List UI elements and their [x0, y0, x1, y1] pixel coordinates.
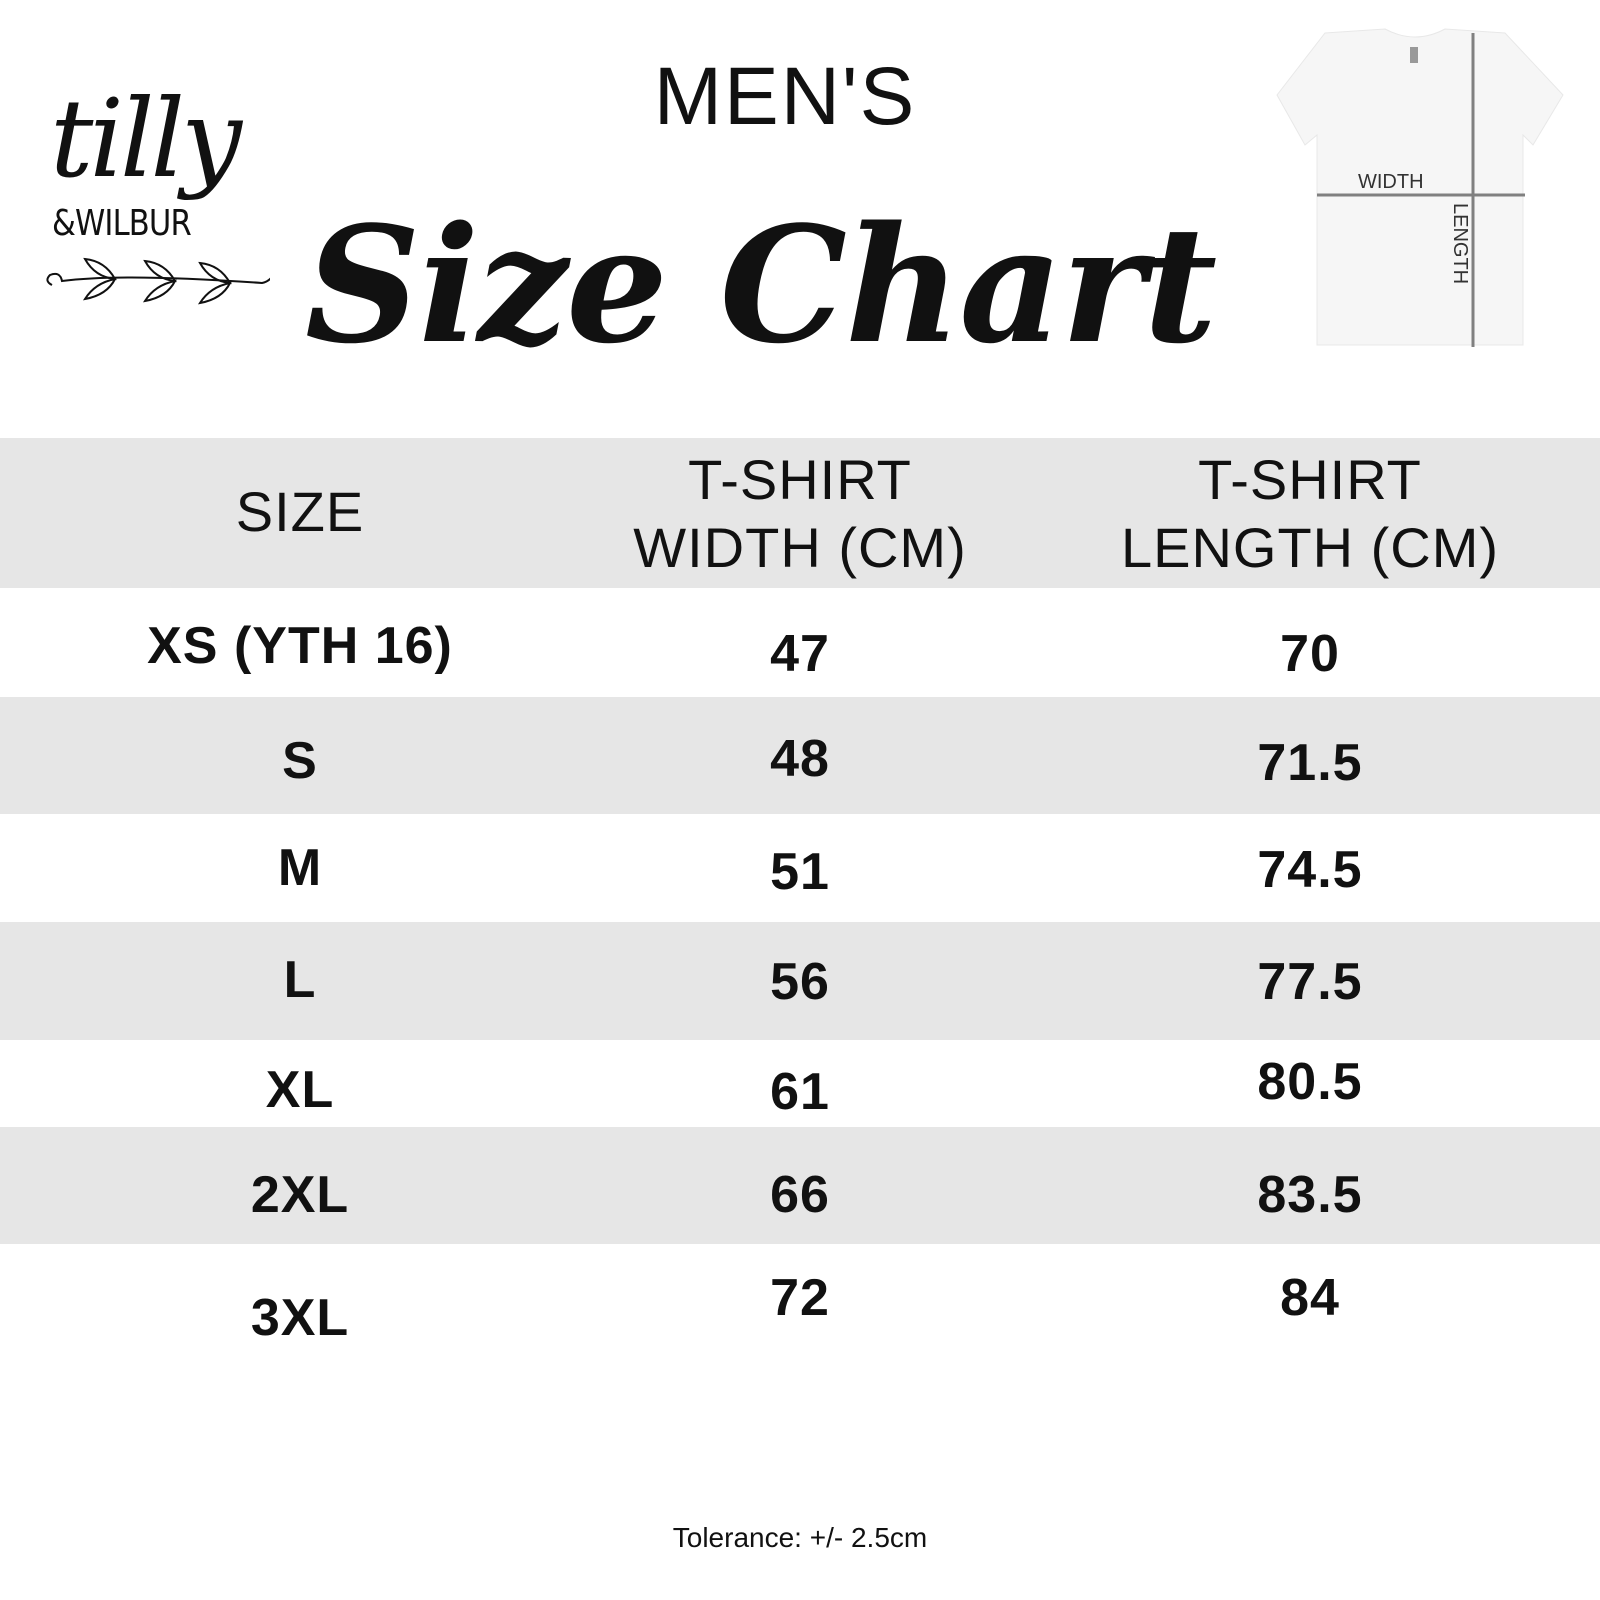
- tolerance-note: Tolerance: +/- 2.5cm: [672, 1522, 928, 1553]
- size-cell: L: [283, 951, 317, 1009]
- header-length: T-SHIRT LENGTH (CM): [1120, 448, 1500, 579]
- table-row: XL 61 80.5: [0, 1040, 1600, 1127]
- size-cell: M: [277, 839, 323, 897]
- page-title: Size Chart: [305, 191, 1217, 379]
- header-size: SIZE: [235, 480, 365, 543]
- width-cell: 66: [770, 1166, 830, 1224]
- size-cell: S: [282, 732, 318, 790]
- logo-script: tilly: [50, 77, 242, 202]
- width-cell: 61: [770, 1063, 830, 1121]
- width-cell: 47: [770, 625, 830, 683]
- width-cell: 51: [770, 843, 830, 901]
- size-cell: 3XL: [250, 1289, 350, 1347]
- length-cell: 83.5: [1257, 1166, 1363, 1224]
- length-cell: 74.5: [1257, 841, 1363, 899]
- width-label: WIDTH: [1358, 171, 1424, 193]
- table-row: M 51 74.5: [0, 814, 1600, 922]
- table-row: XS (YTH 16) 47 70: [0, 588, 1600, 697]
- size-cell: XS (YTH 16): [147, 617, 453, 675]
- length-label: LENGTH: [1449, 203, 1471, 285]
- length-cell: 80.5: [1257, 1053, 1363, 1111]
- logo-wordmark: &WILBUR: [52, 203, 192, 244]
- tshirt-icon: [1276, 28, 1564, 347]
- length-cell: 70: [1280, 625, 1340, 683]
- header-width: T-SHIRT WIDTH (CM): [633, 448, 967, 579]
- width-cell: 72: [770, 1269, 830, 1327]
- table-row: S 48 71.5: [0, 697, 1600, 814]
- table-row: L 56 77.5: [0, 922, 1600, 1040]
- table-row: 2XL 66 83.5: [0, 1127, 1600, 1244]
- width-cell: 48: [770, 730, 830, 788]
- subtitle: MEN'S: [653, 51, 917, 142]
- table-row: 3XL 72 84: [0, 1244, 1600, 1370]
- brand-logo: tilly &WILBUR: [40, 85, 280, 315]
- size-cell: XL: [265, 1061, 335, 1119]
- length-cell: 71.5: [1257, 734, 1363, 792]
- length-cell: 77.5: [1257, 953, 1363, 1011]
- table-header: SIZE T-SHIRT WIDTH (CM) T-SHIRT LENGTH (CM…: [0, 438, 1600, 588]
- leaf-branch-icon: [46, 257, 270, 305]
- tshirt-diagram: WIDTH LENGTH: [1275, 25, 1565, 355]
- size-cell: 2XL: [250, 1166, 350, 1224]
- width-cell: 56: [770, 953, 830, 1011]
- length-cell: 84: [1280, 1269, 1340, 1327]
